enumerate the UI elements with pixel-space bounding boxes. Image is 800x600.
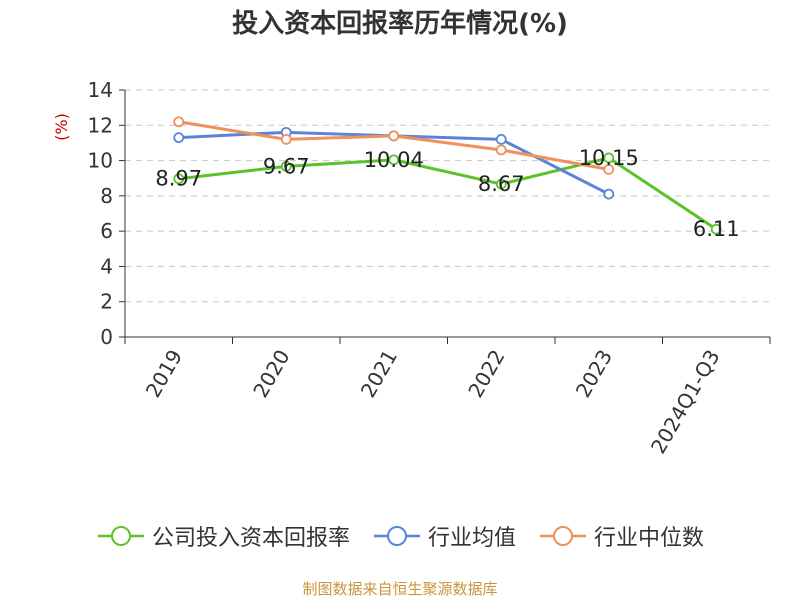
data-point <box>280 160 292 172</box>
legend-item: 公司投入资本回报率 <box>96 520 350 552</box>
x-tick-label: 2020 <box>248 346 294 402</box>
data-label: 10.15 <box>579 146 639 170</box>
x-tick-label: 2023 <box>571 346 617 402</box>
data-point <box>388 130 400 142</box>
y-tick-label: 6 <box>100 219 113 243</box>
data-point <box>173 173 185 185</box>
chart-legend: 公司投入资本回报率 行业均值 行业中位数 <box>0 520 800 552</box>
data-label: 9.67 <box>263 154 310 178</box>
legend-label: 行业中位数 <box>594 526 705 551</box>
y-tick-label: 2 <box>100 290 113 314</box>
data-label: 6.11 <box>693 217 740 241</box>
data-point <box>173 132 185 144</box>
data-point <box>603 163 615 175</box>
data-source-note: 制图数据来自恒生聚源数据库 <box>302 580 498 598</box>
chart-title: 投入资本回报率历年情况(%) <box>232 9 568 39</box>
legend-item: 行业中位数 <box>538 520 704 552</box>
x-tick-label: 2024Q1-Q3 <box>646 346 725 458</box>
data-point <box>495 178 507 190</box>
x-tick-label: 2022 <box>463 346 509 402</box>
y-axis-label: (%) <box>52 113 71 141</box>
y-tick-label: 8 <box>100 184 113 208</box>
data-point <box>495 133 507 145</box>
legend-swatch <box>540 526 586 546</box>
data-point <box>603 188 615 200</box>
data-point <box>603 152 615 164</box>
data-point <box>710 223 722 235</box>
y-tick-label: 12 <box>88 113 113 137</box>
legend-item: 行业均值 <box>372 520 516 552</box>
data-label: 8.97 <box>155 167 202 191</box>
y-tick-label: 4 <box>100 254 113 278</box>
data-point <box>280 133 292 145</box>
x-tick-label: 2019 <box>141 346 187 402</box>
data-point <box>173 116 185 128</box>
line-chart: 0 2 4 6 8 10 12 14 (%) 2019 2020 2021 2022 2023 2024Q1… <box>52 78 771 458</box>
series-line <box>178 156 718 231</box>
y-tick-label: 14 <box>88 78 113 102</box>
data-label: 10.04 <box>364 148 424 172</box>
legend-label: 行业均值 <box>427 526 516 551</box>
legend-swatch <box>373 526 420 546</box>
data-point <box>388 154 400 166</box>
data-point <box>495 144 507 156</box>
legend-label: 公司投入资本回报率 <box>151 526 350 551</box>
y-tick-label: 0 <box>100 325 113 349</box>
data-label: 8.67 <box>478 172 525 196</box>
x-tick-label: 2021 <box>356 346 402 402</box>
legend-swatch <box>97 526 144 546</box>
y-tick-label: 10 <box>88 149 113 173</box>
